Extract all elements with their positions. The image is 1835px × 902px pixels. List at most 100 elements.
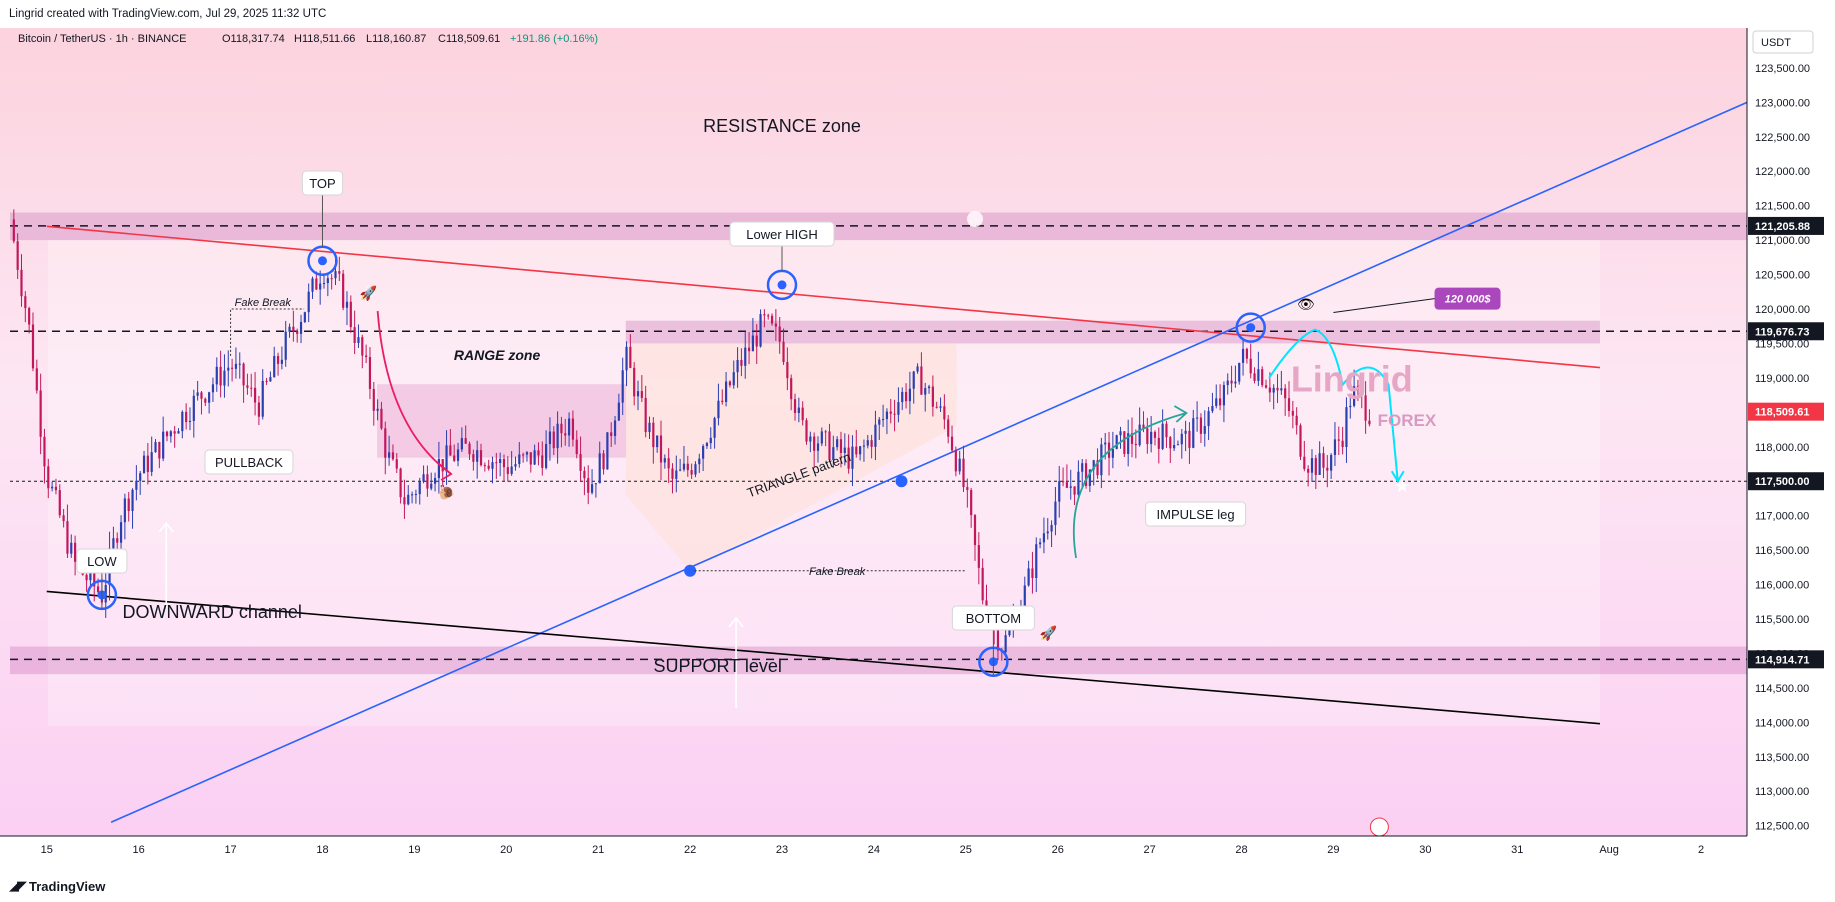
- candle-body: [1008, 626, 1011, 636]
- candle-body: [380, 408, 383, 429]
- candle-body: [820, 431, 823, 444]
- candle-body: [977, 545, 980, 568]
- candle-body: [70, 542, 73, 554]
- candle-body: [747, 347, 751, 352]
- candle-body: [460, 438, 463, 450]
- candle-body: [299, 321, 303, 334]
- candle-body: [881, 419, 885, 421]
- candle-body: [200, 392, 203, 399]
- candle-body: [587, 478, 590, 493]
- candle-body: [177, 431, 180, 434]
- candle-body: [1238, 362, 1241, 382]
- candle-body: [1081, 463, 1084, 472]
- candle-body: [468, 443, 471, 455]
- tradingview-logo[interactable]: ◢◤ TradingView: [9, 878, 105, 894]
- annotation-pullback: PULLBACK: [215, 455, 283, 470]
- x-tick-label: 25: [960, 844, 972, 856]
- chart-area[interactable]: ★ 👁 🚀 🚀 🐌 Lingrid FOREX RESISTANCE zone TOP Lower…: [0, 28, 1835, 870]
- candle-body: [395, 459, 398, 469]
- candle-body: [35, 368, 38, 391]
- candle-body: [334, 271, 337, 279]
- candle-body: [694, 464, 697, 475]
- candle-body: [399, 468, 402, 498]
- candle-body: [843, 447, 846, 453]
- candle-body: [805, 420, 808, 442]
- pivot-breakout-dot: [1246, 323, 1256, 333]
- candle-body: [671, 468, 674, 479]
- candle-body: [606, 432, 609, 470]
- candle-body: [828, 431, 831, 461]
- candle-body: [1130, 433, 1134, 444]
- x-tick-label: 17: [224, 844, 236, 856]
- pivot-top-dot: [317, 256, 327, 266]
- candle-body: [1215, 398, 1218, 406]
- candle-body: [441, 459, 444, 472]
- candle-body: [885, 411, 889, 420]
- candle-body: [598, 453, 601, 484]
- candle-body: [1337, 439, 1340, 441]
- candle-body: [767, 315, 770, 317]
- guide-arrowhead-1: [728, 616, 744, 628]
- x-tick-label: 28: [1235, 844, 1247, 856]
- candle-body: [556, 423, 559, 449]
- candle-body: [943, 406, 946, 420]
- candle-body: [728, 381, 732, 386]
- x-tick-label: 2: [1698, 844, 1704, 856]
- candle-body: [169, 431, 172, 437]
- candle-body: [502, 459, 506, 468]
- y-tick-label: 119,500.00: [1755, 338, 1809, 350]
- y-tick-label: 116,000.00: [1755, 580, 1809, 592]
- legend-open: O118,317.74: [222, 33, 285, 45]
- candle-body: [1368, 420, 1371, 425]
- candle-body: [433, 478, 437, 484]
- candle-body: [625, 346, 628, 371]
- candle-body: [1226, 380, 1229, 386]
- candle-body: [522, 454, 525, 456]
- candle-body: [533, 450, 536, 465]
- candle-body: [234, 363, 238, 369]
- x-tick-label: 22: [684, 844, 696, 856]
- candle-body: [506, 467, 509, 474]
- candle-body: [1180, 433, 1183, 445]
- annotation-fake-break-1: Fake Break: [235, 297, 292, 309]
- candle-body: [874, 424, 877, 447]
- candle-body: [571, 418, 575, 440]
- candle-body: [1050, 525, 1053, 532]
- candle-body: [1058, 481, 1061, 502]
- candle-body: [1031, 568, 1034, 578]
- candle-body: [1218, 398, 1222, 406]
- annotation-range-zone: RANGE zone: [454, 347, 541, 363]
- trendline-red: [46, 225, 1601, 369]
- candle-body: [1249, 358, 1252, 374]
- last-price-tag-box: [1748, 402, 1824, 421]
- candle-body: [1196, 417, 1199, 419]
- candle-body: [1069, 486, 1072, 488]
- y-tick-label: 115,500.00: [1755, 614, 1809, 626]
- snail-icon: 🐌: [438, 484, 455, 501]
- candle-body: [269, 377, 272, 382]
- candle-body: [253, 387, 257, 403]
- candle-body: [311, 278, 314, 292]
- candle-body: [43, 436, 46, 467]
- candle-body: [357, 337, 360, 343]
- annotation-lower-high-box: [729, 221, 835, 247]
- candle-body: [280, 359, 283, 364]
- candle-body: [211, 384, 215, 393]
- candle-body: [679, 469, 682, 471]
- y-tick-label: 112,500.00: [1755, 821, 1809, 833]
- candle-body: [1349, 405, 1352, 408]
- candle-body: [215, 366, 218, 385]
- guide-arrowhead-0: [158, 521, 174, 533]
- candle-body: [724, 381, 728, 402]
- y-tick-label: 120,000.00: [1755, 304, 1810, 316]
- candle-body: [238, 363, 241, 365]
- candle-body: [487, 465, 490, 469]
- candle-body: [935, 406, 938, 408]
- candle-body: [1176, 444, 1180, 446]
- candle-body: [24, 296, 27, 309]
- candle-body: [1284, 388, 1287, 399]
- candle-body: [131, 489, 134, 511]
- y-tick-label: 122,000.00: [1755, 166, 1810, 178]
- candle-body: [1257, 369, 1260, 381]
- price-chart[interactable]: ★ 👁 🚀 🚀 🐌 Lingrid FOREX RESISTANCE zone TOP Lower…: [0, 28, 1835, 870]
